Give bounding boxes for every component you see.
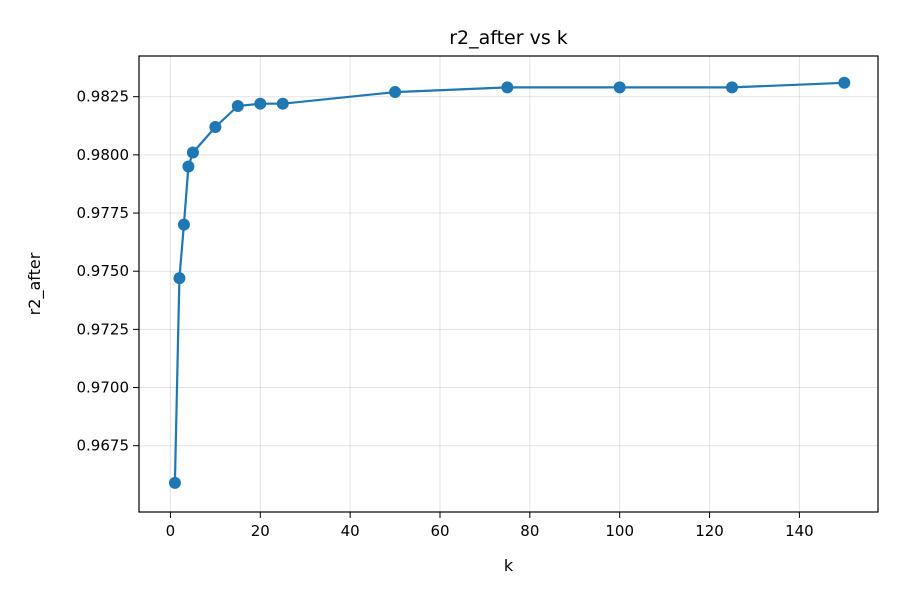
data-point <box>389 86 402 99</box>
y-tick-label: 0.9700 <box>77 379 130 397</box>
y-tick-label: 0.9825 <box>77 88 130 106</box>
ticks: 0 20 40 60 80 100 120 140 0.9675 0.9700 0.9725 0.97… <box>77 88 814 540</box>
y-tick-label: 0.9775 <box>77 204 130 222</box>
data-point <box>186 146 199 159</box>
data-point <box>182 160 195 173</box>
plot-frame <box>138 55 879 513</box>
grid <box>139 56 878 512</box>
data-point <box>276 97 289 110</box>
data-point <box>168 476 181 489</box>
y-tick-label: 0.9750 <box>77 262 130 280</box>
series-layer <box>168 76 851 489</box>
data-point <box>725 81 738 94</box>
data-point <box>501 81 514 94</box>
data-point <box>231 100 244 113</box>
y-axis-label: r2_after <box>25 252 45 315</box>
y-tick-label: 0.9725 <box>77 320 130 338</box>
chart-title: r2_after vs k <box>449 27 568 49</box>
x-tick-label: 80 <box>520 522 539 540</box>
y-tick-label: 0.9675 <box>77 437 130 455</box>
series-line <box>173 81 845 483</box>
data-point <box>177 218 190 231</box>
x-tick-label: 120 <box>695 522 724 540</box>
x-tick-label: 0 <box>166 522 176 540</box>
y-tick-label: 0.9800 <box>77 146 130 164</box>
x-tick-label: 100 <box>605 522 634 540</box>
x-tick-label: 20 <box>251 522 270 540</box>
x-tick-label: 140 <box>785 522 814 540</box>
data-point <box>209 120 222 133</box>
data-point <box>613 81 626 94</box>
data-point <box>838 76 851 89</box>
x-tick-label: 60 <box>430 522 449 540</box>
x-axis-label: k <box>504 556 514 575</box>
data-point <box>173 272 186 285</box>
data-point <box>254 97 267 110</box>
x-tick-label: 40 <box>341 522 360 540</box>
